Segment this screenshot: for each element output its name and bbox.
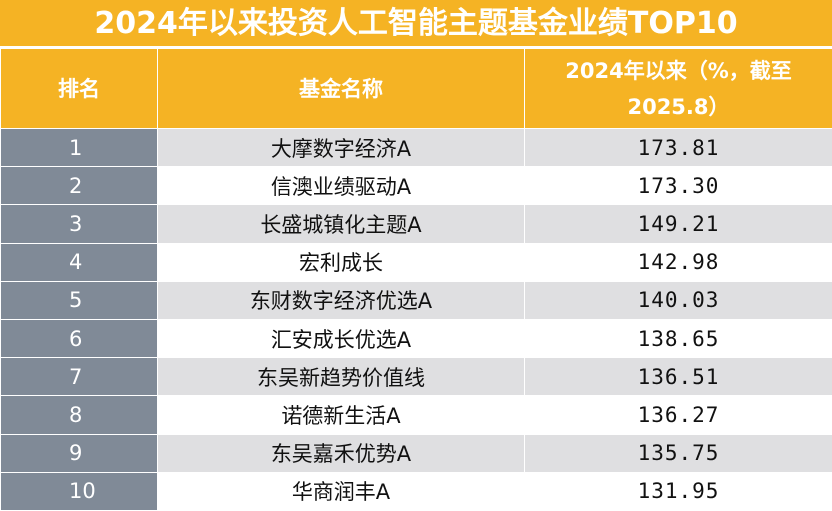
fund-name-cell: 诺德新生活A	[158, 396, 525, 434]
rank-cell: 8	[1, 396, 158, 434]
fund-name-cell: 大摩数字经济A	[158, 129, 525, 167]
header-performance: 2024年以来（%，截至2025.8）	[525, 49, 832, 129]
performance-value-cell: 142.98	[525, 243, 832, 281]
fund-name-cell: 华商润丰A	[158, 472, 525, 510]
header-performance-label: 2024年以来（%，截至2025.8）	[565, 59, 792, 119]
fund-name-cell: 长盛城镇化主题A	[158, 205, 525, 243]
table-header-row: 排名 基金名称 2024年以来（%，截至2025.8）	[1, 49, 832, 129]
rank-cell: 7	[1, 358, 158, 396]
fund-name-cell: 东吴新趋势价值线	[158, 358, 525, 396]
performance-value-cell: 173.81	[525, 129, 832, 167]
rank-cell: 4	[1, 243, 158, 281]
performance-value-cell: 131.95	[525, 472, 832, 510]
header-rank: 排名	[1, 49, 158, 129]
rank-cell: 1	[1, 129, 158, 167]
rank-cell: 3	[1, 205, 158, 243]
fund-name-cell: 东财数字经济优选A	[158, 281, 525, 319]
performance-value-cell: 135.75	[525, 434, 832, 472]
rank-cell: 9	[1, 434, 158, 472]
rank-cell: 5	[1, 281, 158, 319]
fund-name-cell: 东吴嘉禾优势A	[158, 434, 525, 472]
performance-value-cell: 140.03	[525, 281, 832, 319]
performance-value-cell: 136.51	[525, 358, 832, 396]
fund-name-cell: 汇安成长优选A	[158, 319, 525, 357]
fund-name-cell: 信澳业绩驱动A	[158, 167, 525, 205]
performance-value-cell: 136.27	[525, 396, 832, 434]
performance-value-cell: 138.65	[525, 319, 832, 357]
fund-name-cell: 宏利成长	[158, 243, 525, 281]
table-title: 2024年以来投资人工智能主题基金业绩TOP10	[0, 0, 832, 48]
rank-cell: 6	[1, 319, 158, 357]
rank-cell: 2	[1, 167, 158, 205]
rank-cell: 10	[1, 472, 158, 510]
header-fund-name: 基金名称	[158, 49, 525, 129]
performance-value-cell: 173.30	[525, 167, 832, 205]
performance-value-cell: 149.21	[525, 205, 832, 243]
